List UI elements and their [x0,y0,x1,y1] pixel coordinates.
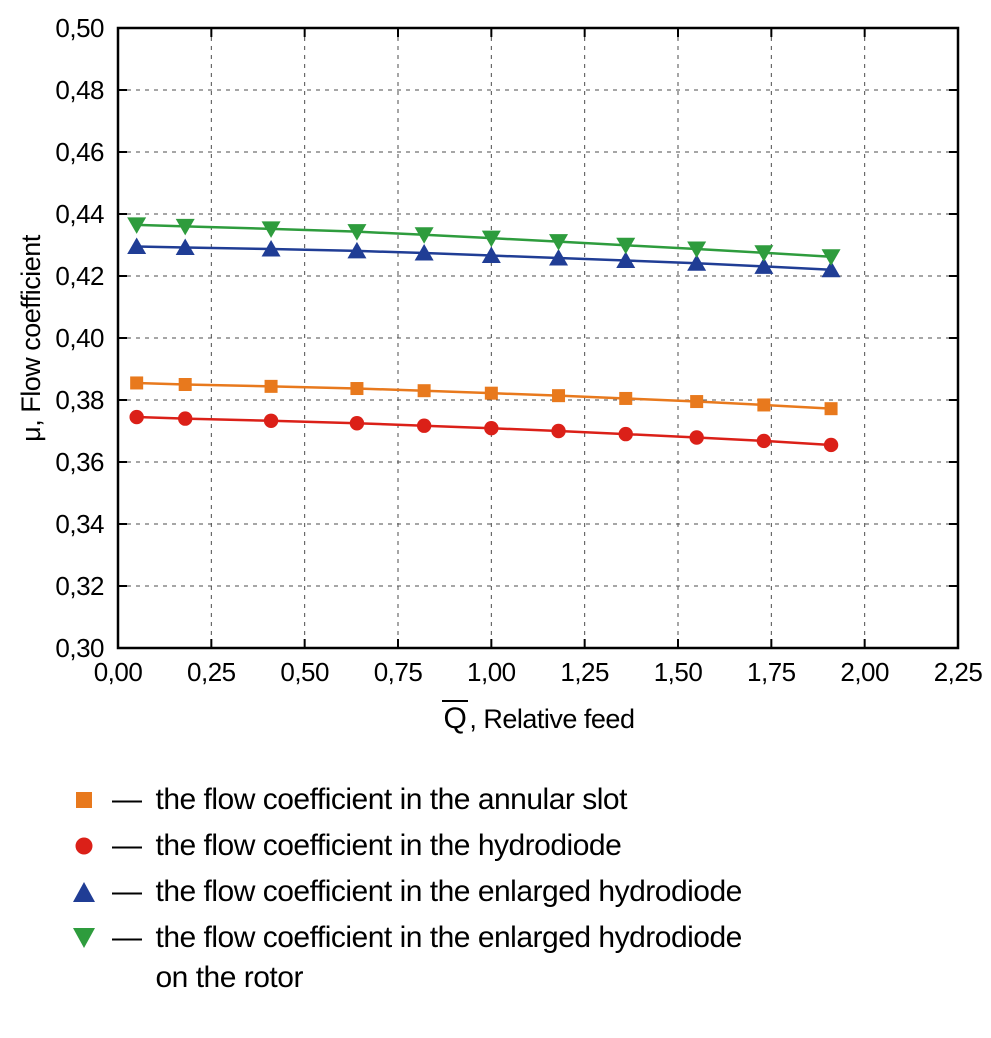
y-tick-label: 0,36 [55,447,104,477]
circle-marker [263,413,279,428]
square-marker [350,382,364,396]
circle-marker [178,411,193,426]
y-tick-label: 0,34 [55,509,104,539]
circle-marker [823,437,839,453]
y-tick-label: 0,32 [55,571,104,601]
x-tick-label: 1,00 [467,657,516,687]
y-tick-label: 0,50 [55,13,104,43]
circle-marker [551,423,566,439]
y-tick-label: 0,30 [55,633,104,663]
x-axis-title-text: , Relative feed [469,704,635,734]
triangle-down-marker [616,237,636,255]
legend-row-enlarged-hydrodiode: — the flow coefficient in the enlarged h… [66,872,966,912]
square-marker [619,391,633,405]
triangle-down-marker [175,218,195,236]
triangle-up-marker [481,246,501,264]
triangle-down-marker-icon [66,918,102,958]
triangle-down-marker [127,217,147,234]
y-tick-label: 0,44 [55,199,104,229]
square-marker [417,384,431,398]
y-tick-label: 0,38 [55,385,104,415]
circle-marker [484,421,499,436]
series-line [136,415,832,447]
y-tick-label: 0,42 [55,261,104,291]
x-tick-label: 2,00 [840,657,889,687]
square-marker [824,402,838,416]
legend-row-hydrodiode: — the flow coefficient in the hydrodiode [66,826,966,866]
circle-marker [689,430,704,445]
triangle-up-marker-icon [66,872,102,912]
square-marker [178,378,192,391]
triangle-down-marker [481,230,501,248]
triangle-up-marker [687,254,707,271]
triangle-up-marker [414,244,434,261]
square-marker [690,395,704,409]
series-line [136,223,832,259]
series-line [136,381,832,410]
triangle-down-marker [261,221,281,238]
circle-marker-icon [66,826,102,866]
legend-row-annular-slot: — the flow coefficient in the annular sl… [66,780,966,820]
legend-dash: — [112,783,142,816]
x-tick-label: 0,50 [280,657,329,687]
circle-marker [349,416,365,431]
flow-coefficient-chart: 0,00 0,25 0,50 0,75 1,00 1,25 1,50 1,75 2,00 2,25… [55,13,983,687]
x-tick-label: 1,25 [560,657,609,687]
triangle-up-marker [754,257,774,274]
circle-marker [129,409,144,425]
circle-marker [416,418,432,433]
x-tick-label: 1,50 [654,657,703,687]
triangle-down-marker [687,241,707,259]
legend-label: the flow coefficient in the enlarged hyd… [155,875,743,908]
y-tick-label: 0,40 [55,323,104,353]
y-tick-label: 0,46 [55,137,104,167]
y-tick-label: 0,48 [55,75,104,105]
triangle-up-marker [175,238,195,255]
x-axis-symbol-q-overline: Q [441,700,469,735]
square-marker [130,376,144,390]
triangle-down-marker [821,249,841,266]
triangle-down-marker [414,227,434,244]
triangle-down-marker [549,234,569,251]
legend: — the flow coefficient in the annular sl… [66,780,966,1004]
triangle-up-marker [347,241,367,259]
legend-dash: — [112,921,142,954]
triangle-down-marker [754,245,774,262]
triangle-up-marker [127,237,147,255]
x-axis-title: Q, Relative feed [118,700,958,735]
square-marker-icon [66,780,102,820]
square-marker [484,386,498,400]
triangle-up-marker [616,251,636,268]
x-tick-label: 1,75 [747,657,796,687]
legend-label: the flow coefficient in the enlarged hyd… [156,918,967,998]
legend-row-enlarged-hydrodiode-rotor: — the flow coefficient in the enlarged h… [66,918,966,998]
triangle-up-marker [261,240,281,257]
circle-marker [618,426,633,442]
triangle-up-marker [821,260,841,278]
legend-label: the flow coefficient in the annular slot [155,783,628,816]
triangle-down-marker [347,224,367,241]
square-marker [552,389,566,403]
x-tick-label: 0,00 [94,657,143,687]
square-marker [757,398,771,412]
circle-marker [756,433,772,449]
legend-label-line2: on the rotor [155,961,304,994]
x-tick-label: 2,25 [934,657,983,687]
legend-dash: — [112,829,142,862]
square-marker [264,379,278,393]
triangle-up-marker [549,249,569,266]
legend-dash: — [112,875,142,908]
x-tick-label: 0,25 [187,657,236,687]
x-tick-label: 0,75 [374,657,423,687]
legend-label: the flow coefficient in the hydrodiode [155,829,622,862]
